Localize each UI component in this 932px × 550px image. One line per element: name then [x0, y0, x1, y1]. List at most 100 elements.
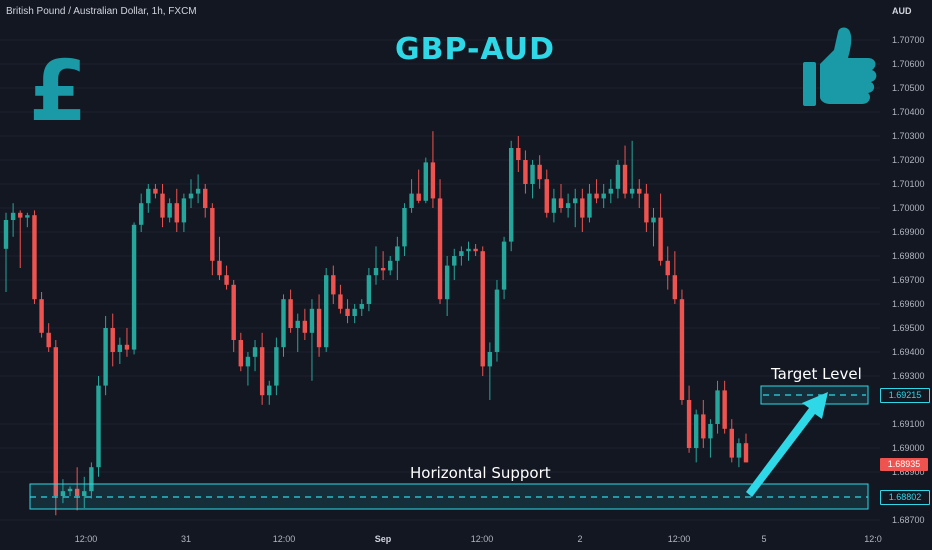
candle	[629, 140, 635, 199]
candle-body	[615, 164, 621, 189]
candle-body	[195, 188, 201, 194]
candle-body	[679, 299, 685, 400]
candle	[380, 251, 386, 280]
candle	[722, 380, 727, 434]
candle	[131, 222, 137, 355]
candle	[252, 340, 258, 372]
candle	[18, 210, 23, 268]
candle-body	[217, 260, 222, 276]
candle-body	[146, 188, 151, 204]
candle-body	[686, 400, 692, 448]
candle-body	[281, 299, 286, 348]
candle-body	[494, 289, 500, 352]
current-price-tag: 1.68935	[880, 458, 928, 471]
candle	[473, 244, 478, 256]
y-tick-label: 1.69500	[892, 323, 925, 333]
candle	[658, 193, 663, 266]
candle	[537, 155, 542, 189]
candle	[444, 256, 450, 316]
support-label: Horizontal Support	[410, 464, 551, 482]
y-tick-label: 1.69700	[892, 275, 925, 285]
candle-body	[416, 193, 421, 201]
y-tick-label: 1.68700	[892, 515, 925, 525]
candle-body	[715, 390, 720, 424]
candle	[46, 323, 51, 352]
y-tick-label: 1.69300	[892, 371, 925, 381]
candle-body	[288, 299, 293, 328]
candle	[345, 299, 350, 324]
candle-body	[274, 347, 279, 386]
candle	[245, 352, 251, 386]
candle	[60, 479, 66, 504]
x-tick-label: 2	[577, 534, 582, 544]
candle	[309, 299, 315, 381]
candle-body	[644, 193, 649, 223]
candle-body	[437, 198, 443, 300]
candle-body	[366, 275, 372, 304]
candle	[224, 265, 229, 290]
candle	[516, 136, 521, 172]
candle-body	[238, 340, 244, 367]
candle	[124, 328, 130, 357]
candle-body	[693, 414, 699, 448]
candle-body	[665, 260, 670, 276]
candle	[167, 198, 172, 223]
pound-sign-icon: £	[29, 42, 87, 140]
candle	[558, 184, 564, 213]
candle	[25, 212, 30, 228]
x-tick-label: 12:0	[864, 534, 882, 544]
candle-body	[480, 251, 485, 367]
x-tick-label: 12:00	[471, 534, 494, 544]
candle-body	[629, 188, 635, 194]
candle	[231, 280, 236, 352]
candle	[580, 188, 585, 232]
y-tick-label: 1.69000	[892, 443, 925, 453]
candle-body	[736, 443, 742, 458]
candle	[508, 140, 514, 252]
candle-body	[459, 251, 464, 256]
candle-body	[701, 414, 706, 439]
candle	[672, 251, 678, 304]
candle-body	[402, 208, 407, 247]
candle-body	[10, 212, 16, 220]
candle	[459, 246, 464, 266]
candle	[295, 313, 300, 352]
candle-body	[622, 164, 628, 194]
candle-body	[82, 491, 87, 496]
candle	[259, 332, 265, 405]
candle	[67, 486, 73, 496]
candle-body	[32, 215, 37, 300]
candle	[736, 438, 742, 468]
candle-body	[89, 467, 94, 492]
candle-body	[210, 208, 215, 261]
candle-body	[110, 328, 115, 352]
candle-body	[345, 308, 350, 316]
candle-body	[537, 164, 542, 180]
y-tick-label: 1.69400	[892, 347, 925, 357]
candle-body	[3, 220, 9, 249]
candle	[103, 316, 108, 396]
candle-body	[359, 304, 364, 309]
candle-body	[565, 203, 571, 208]
candle-body	[224, 275, 229, 285]
candle	[466, 241, 471, 261]
chart-title: GBP-AUD	[395, 32, 555, 67]
x-axis-labels: 12:00 31 12:00 Sep 12:00 2 12:00 5 12:0	[75, 534, 882, 544]
candle-body	[473, 248, 478, 252]
x-tick-label: 12:00	[273, 534, 296, 544]
candle-body	[380, 268, 386, 271]
candle	[3, 212, 9, 292]
candle	[267, 380, 272, 405]
candle-body	[444, 265, 450, 300]
candle-body	[67, 488, 73, 492]
candle	[174, 188, 179, 232]
candle-body	[60, 491, 66, 496]
candle	[708, 419, 713, 458]
candle	[110, 313, 115, 367]
candle	[487, 342, 493, 400]
candle-body	[25, 215, 30, 218]
candle-body	[501, 241, 507, 290]
candle-body	[309, 308, 315, 333]
candle-body	[53, 347, 59, 496]
